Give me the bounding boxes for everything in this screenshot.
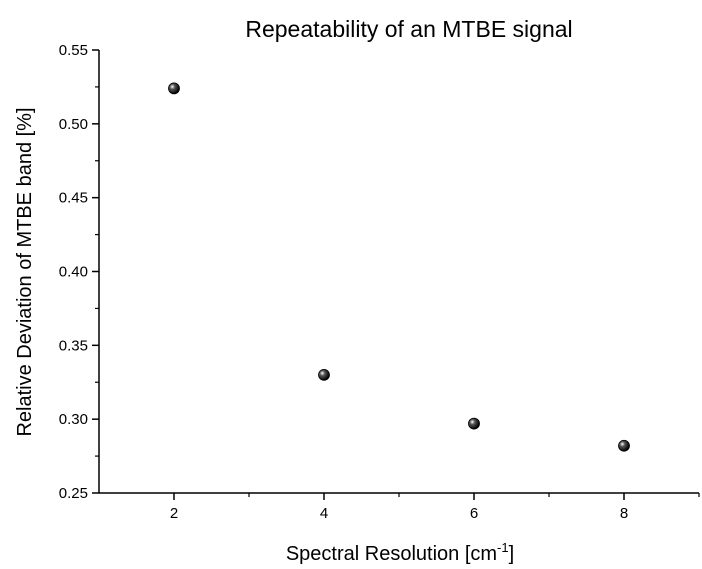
x-tick-label: 4	[320, 505, 328, 522]
y-tick-label: 0.50	[59, 116, 88, 133]
x-tick-label: 8	[620, 505, 628, 522]
x-tick-label: 6	[470, 505, 478, 522]
y-tick-label: 0.30	[59, 411, 88, 428]
y-tick-label: 0.45	[59, 190, 88, 207]
y-tick-label: 0.40	[59, 264, 88, 281]
x-axis-title-main: Spectral Resolution [cm	[286, 543, 497, 565]
data-point	[618, 439, 630, 452]
data-points	[168, 82, 630, 452]
x-axis-title-superscript: -1	[497, 540, 509, 555]
data-point	[468, 417, 480, 430]
chart-title: Repeatability of an MTBE signal	[245, 16, 572, 42]
x-axis-title-suffix: ]	[509, 543, 515, 565]
y-axis-title: Relative Deviation of MTBE band [%]	[14, 107, 36, 436]
y-tick-label: 0.55	[59, 42, 88, 59]
x-axis-title: Spectral Resolution [cm-1]	[286, 540, 514, 565]
plot-frame	[98, 50, 699, 494]
x-tick-label: 2	[170, 505, 178, 522]
data-point	[168, 82, 180, 95]
x-axis-ticks: 2 4 6 8	[170, 493, 700, 522]
y-axis-ticks: 0.25 0.30 0.35 0.40 0.45 0.50 0.55	[59, 42, 99, 502]
data-point	[318, 368, 330, 381]
y-tick-label: 0.35	[59, 337, 88, 354]
y-tick-label: 0.25	[59, 485, 88, 502]
